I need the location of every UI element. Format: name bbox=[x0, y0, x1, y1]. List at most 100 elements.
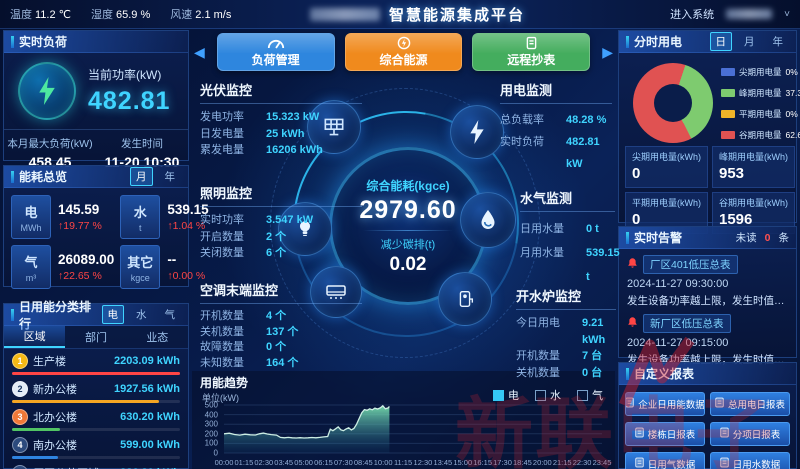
document-icon bbox=[715, 397, 724, 411]
current-power: 当前功率(kW) 482.81 bbox=[88, 66, 170, 116]
rank-medal-icon: 3 bbox=[12, 409, 28, 425]
gas-badge: 气 m³ bbox=[11, 245, 51, 289]
trend-line-chart bbox=[224, 404, 602, 454]
alarm-tag: 厂区401低压总表 bbox=[643, 255, 738, 274]
alarm-item[interactable]: 新厂区低压总表 2024-11-27 09:15:00 发生设备功率越上限，发生… bbox=[619, 308, 796, 367]
legend-swatch-icon bbox=[721, 109, 735, 118]
toggle-month[interactable]: 月 bbox=[130, 167, 153, 186]
tou-toggle-month[interactable]: 月 bbox=[744, 36, 755, 48]
tou-toggle-day[interactable]: 日 bbox=[709, 32, 732, 51]
report-button[interactable]: 日用气数据 bbox=[625, 452, 705, 469]
legend-electric[interactable]: 电 bbox=[493, 387, 519, 403]
trend-legend: 电 水 气 bbox=[493, 387, 603, 403]
subtab-department[interactable]: 部门 bbox=[84, 332, 107, 344]
panel-energy-ranking-header: 日用能分类排行 电 水 气 bbox=[4, 300, 188, 331]
load-body: 当前功率(kW) 482.81 bbox=[4, 53, 188, 126]
panel-title: 分时用电 bbox=[634, 35, 683, 49]
energy-icon bbox=[397, 36, 411, 50]
panel-title: 实时负荷 bbox=[19, 35, 68, 49]
rank-tab-electric[interactable]: 电 bbox=[101, 305, 124, 324]
legend-gas[interactable]: 气 bbox=[577, 387, 603, 403]
section-electric-monitor: 用电监测 总负载率 48.28 % 实时负荷 482.81 kW bbox=[500, 80, 612, 175]
month-max-load: 本月最大负荷(kW) 458.45 bbox=[7, 138, 93, 170]
rank-row: 3 北办公楼 630.20 kWh bbox=[4, 405, 188, 433]
y-axis-labels: 0 100 200 300 400 500 bbox=[204, 400, 218, 458]
rank-medal-icon: 1 bbox=[12, 353, 28, 369]
current-power-label: 当前功率(kW) bbox=[88, 68, 162, 82]
panel-title: 自定义报表 bbox=[634, 367, 695, 381]
panel-title: 能耗总览 bbox=[19, 170, 68, 184]
rank-medal-icon: 2 bbox=[12, 381, 28, 397]
other-badge: 其它 kgce bbox=[120, 245, 161, 289]
report-button[interactable]: 企业日用能数据 bbox=[625, 392, 705, 416]
rank-row: 4 南办公楼 599.00 kWh bbox=[4, 433, 188, 461]
alarm-time: 2024-11-27 09:15:00 bbox=[627, 337, 729, 349]
legend-swatch-icon bbox=[721, 88, 735, 97]
alarm-time: 2024-11-27 09:30:00 bbox=[627, 278, 729, 290]
nav-button-load-management[interactable]: 负荷管理 bbox=[216, 33, 335, 71]
up-arrow-icon: ↑ bbox=[167, 270, 173, 282]
document-icon bbox=[635, 427, 644, 441]
blurred-username bbox=[726, 9, 773, 19]
lightning-badge-icon bbox=[18, 62, 76, 120]
legend-item: 平期用电量 0% bbox=[721, 103, 798, 124]
load-footer: 本月最大负荷(kW) 458.45 发生时间 11-20 10:30 bbox=[4, 129, 188, 170]
toggle-year[interactable]: 年 bbox=[164, 171, 176, 183]
rank-bar bbox=[12, 372, 180, 375]
nav-button-integrated-energy[interactable]: 综合能源 bbox=[344, 33, 463, 71]
alarm-tag: 新厂区低压总表 bbox=[643, 314, 731, 333]
subtab-business[interactable]: 业态 bbox=[146, 332, 169, 344]
tou-donut-chart bbox=[633, 63, 713, 143]
nav-right-arrow-icon[interactable]: ▶ bbox=[602, 43, 613, 60]
trend-plot[interactable]: 0 100 200 300 400 500 00:00 01:15 02:30 03:45 05:… bbox=[200, 400, 612, 468]
boiler-icon bbox=[438, 272, 492, 326]
nav-left-arrow-icon[interactable]: ◀ bbox=[194, 43, 205, 60]
nav-button-remote-meter[interactable]: 远程抄表 bbox=[472, 33, 591, 71]
panel-custom-reports-header: 自定义报表 bbox=[619, 363, 796, 385]
total-energy-value: 2979.60 bbox=[359, 195, 457, 224]
up-arrow-icon: ↑ bbox=[58, 220, 64, 232]
tou-toggle-year[interactable]: 年 bbox=[772, 36, 784, 48]
stat-box: 峰期用电量(kWh) 953 bbox=[712, 146, 795, 188]
alarm-item[interactable]: 厂区401低压总表 2024-11-27 09:30:00 发生设备功率越上限，… bbox=[619, 249, 796, 308]
rank-tab-gas[interactable]: 气 bbox=[164, 309, 176, 321]
up-arrow-icon: ↑ bbox=[58, 270, 64, 282]
chevron-down-icon[interactable]: ˅ bbox=[784, 8, 790, 20]
wind-speed: 风速 2.1 m/s bbox=[170, 9, 232, 21]
document-icon bbox=[626, 397, 634, 411]
legend-water[interactable]: 水 bbox=[535, 387, 561, 403]
report-button[interactable]: 总用电日报表 bbox=[710, 392, 790, 416]
occur-time: 发生时间 11-20 10:30 bbox=[104, 138, 180, 170]
report-button[interactable]: 日用水数据 bbox=[710, 452, 790, 469]
meter-icon bbox=[526, 36, 537, 50]
blurred-logo bbox=[310, 7, 380, 21]
panel-realtime-load-header: 实时负荷 bbox=[4, 31, 188, 53]
rank-row: 1 生产楼 2203.09 kWh bbox=[4, 349, 188, 377]
stat-box: 尖期用电量(kWh) 0 bbox=[625, 146, 708, 188]
weather-strip: 温度 11.2 ℃ 湿度 65.9 % 风速 2.1 m/s bbox=[10, 0, 231, 28]
panel-energy-overview-header: 能耗总览 月 年 bbox=[4, 166, 188, 188]
rank-row: 5厂区公共区域326.30 kWh bbox=[4, 461, 188, 469]
temperature: 温度 11.2 ℃ bbox=[10, 9, 72, 21]
enter-system-link[interactable]: 进入系统 bbox=[670, 9, 715, 21]
up-arrow-icon: ↑ bbox=[167, 220, 173, 232]
checkbox-icon bbox=[577, 389, 588, 401]
header-accent-icon bbox=[11, 35, 14, 48]
core-divider bbox=[363, 229, 453, 231]
subtab-region[interactable]: 区域 bbox=[4, 326, 66, 348]
trend-title: 用能趋势 bbox=[200, 376, 249, 390]
rank-tab-water[interactable]: 水 bbox=[136, 309, 147, 321]
section-watergas-monitor: 水气监测 日用水量 0 t 月用水量 539.15 t bbox=[520, 188, 620, 289]
panel-time-of-use-header: 分时用电 日 月 年 bbox=[619, 31, 796, 53]
header-right: 进入系统 ˅ bbox=[670, 0, 790, 28]
bulb-icon bbox=[278, 202, 332, 256]
report-button[interactable]: 分项日报表 bbox=[710, 422, 790, 446]
report-button[interactable]: 楼栋日报表 bbox=[625, 422, 705, 446]
ac-unit-icon bbox=[310, 266, 362, 318]
header-accent-icon bbox=[11, 170, 14, 183]
reports-grid: 企业日用能数据 总用电日报表 楼栋日报表 分项日报表 日用气数据 日用水数据 bbox=[619, 385, 796, 469]
